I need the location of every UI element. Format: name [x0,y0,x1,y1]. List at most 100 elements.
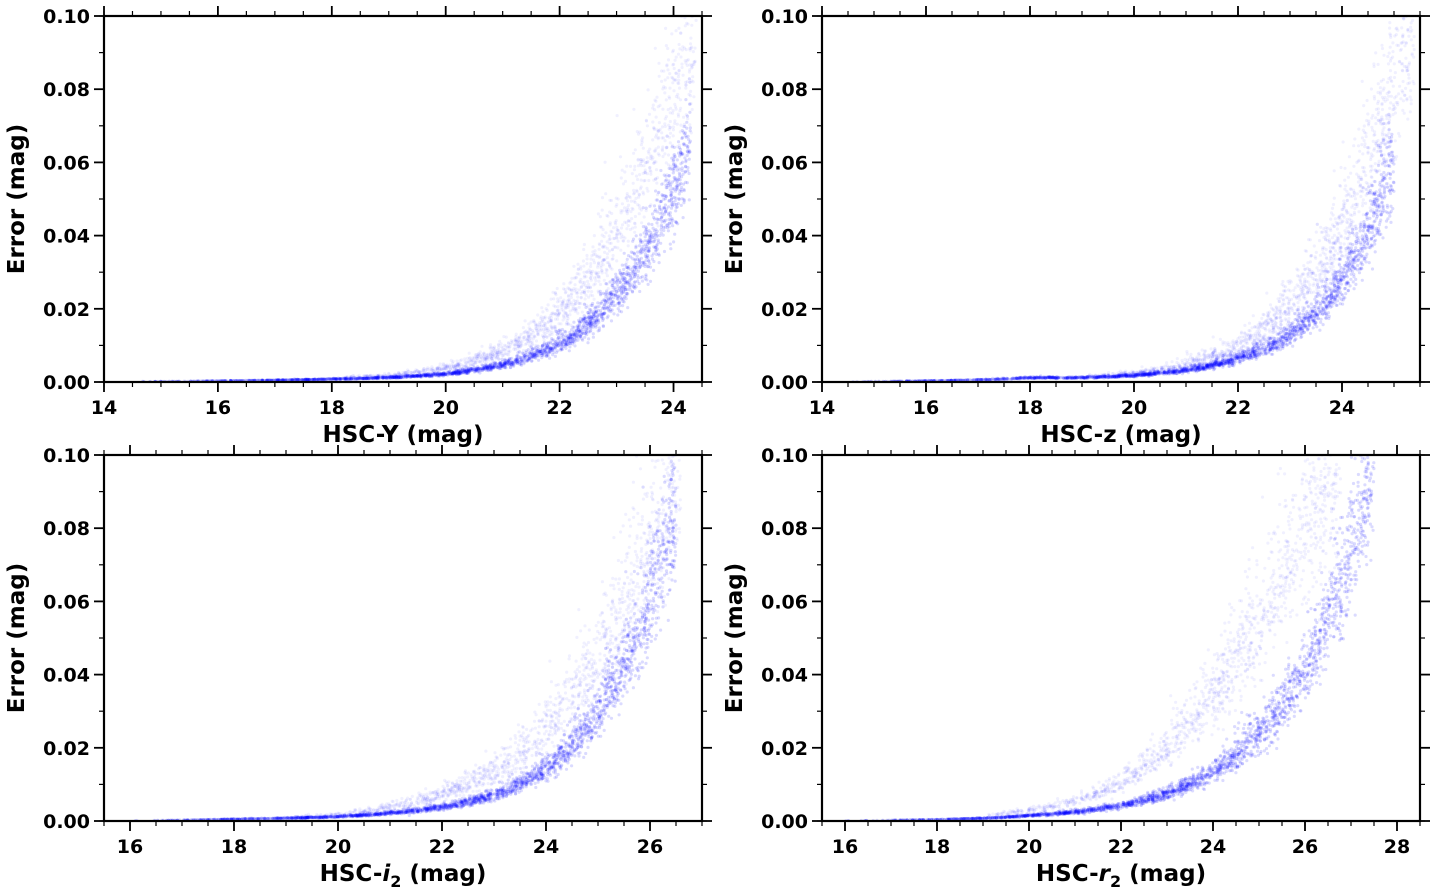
data-point [628,267,633,271]
data-point [602,258,606,262]
data-point [667,135,672,139]
data-point [671,134,675,138]
data-point [304,377,308,382]
data-point [616,295,620,299]
data-point [598,289,602,293]
x-tick-label: 20 [432,397,458,419]
data-point [561,344,565,348]
data-point [646,253,650,258]
data-point [589,262,593,266]
data-point [661,136,666,140]
data-point [524,329,528,333]
data-point [550,347,554,351]
data-point [434,371,438,375]
data-point [573,307,577,311]
data-point [552,297,556,301]
data-point [613,280,617,284]
data-point [1390,132,1394,136]
data-point [636,257,640,261]
data-point [674,105,678,109]
data-point [678,98,683,102]
data-point [336,376,340,380]
data-point [505,360,509,365]
data-point [405,374,409,378]
data-point [625,206,629,210]
data-point [612,296,616,300]
data-point [295,378,299,382]
data-point [282,378,286,382]
series-main-points [851,112,1396,382]
data-point [596,289,600,293]
data-point [582,270,586,274]
data-point [575,328,579,332]
data-point [591,245,595,249]
data-point [392,376,396,380]
data-point [391,375,395,379]
data-point [397,374,401,378]
data-point [689,102,693,106]
data-point [646,240,650,244]
data-point [586,289,590,293]
data-point [638,130,642,134]
data-point [610,292,614,296]
data-point [564,346,568,350]
data-point [507,361,511,365]
data-point [615,282,619,286]
data-point [447,372,451,376]
data-point [384,375,388,379]
data-point [592,319,596,323]
data-point [469,367,473,371]
data-point [429,373,433,378]
data-point [639,256,644,260]
data-point [492,365,496,369]
data-point [589,264,593,269]
data-point [663,206,667,211]
data-point [592,325,596,329]
data-point [669,247,673,251]
data-point [551,342,555,346]
data-point [537,349,541,354]
data-point [612,280,616,284]
data-point [628,284,632,288]
data-point [668,141,672,145]
data-point [669,193,673,197]
data-point [580,330,585,334]
data-point [655,176,660,180]
data-point [458,372,462,376]
data-point [690,107,694,112]
data-point [664,44,669,48]
data-point [606,308,610,312]
data-point [634,267,639,271]
data-point [654,168,659,172]
data-point [592,297,596,301]
data-point [652,178,656,182]
data-point [544,351,548,355]
data-point [485,361,489,365]
data-point [577,322,581,326]
data-point [582,314,586,318]
data-point [638,249,642,254]
data-point [583,297,587,301]
data-point [580,310,585,314]
data-point [494,361,498,365]
data-point [679,203,683,207]
data-point [662,206,667,210]
data-point [677,171,682,175]
data-point [667,199,671,203]
data-point [476,367,480,371]
data-point [691,10,694,13]
data-point [601,324,605,328]
data-point [577,320,582,324]
data-point [507,359,511,363]
data-point [633,252,637,256]
data-point [578,329,582,333]
data-point [651,138,655,142]
data-point [671,63,675,67]
data-point [375,374,380,378]
data-point [523,342,528,346]
data-point [674,78,678,82]
data-point [458,370,462,375]
data-point [677,197,681,201]
x-tick-label: 16 [205,397,231,419]
data-point [529,332,534,336]
